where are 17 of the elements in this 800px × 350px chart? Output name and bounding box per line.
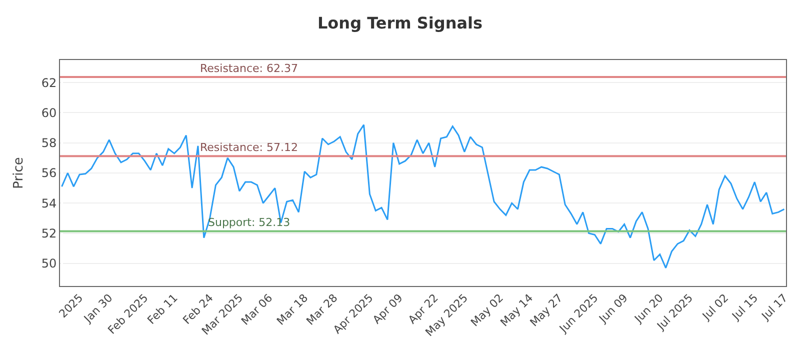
y-tick-label: 60 <box>41 106 57 120</box>
y-axis-title: Price <box>11 157 26 189</box>
y-tick-label: 54 <box>41 196 57 210</box>
y-tick-label: 62 <box>41 76 57 90</box>
ref-line-label: Support: 52.13 <box>208 216 290 229</box>
x-tick-label: Jun 09 <box>596 292 630 326</box>
line-series <box>61 124 785 269</box>
x-tick-label: Jul 02 <box>699 292 732 324</box>
chart-title: Long Term Signals <box>317 14 483 33</box>
x-tick-label: Jul 17 <box>758 292 790 324</box>
y-tick-label: 56 <box>41 166 57 180</box>
y-tick-label: 58 <box>41 136 57 150</box>
y-tick-label: 52 <box>41 226 57 240</box>
y-tick-label: 50 <box>41 256 57 271</box>
ref-line-label: Resistance: 57.12 <box>200 141 298 154</box>
x-tick-label: Jul 15 <box>728 292 761 324</box>
ref-line-label: Resistance: 62.37 <box>200 62 298 75</box>
